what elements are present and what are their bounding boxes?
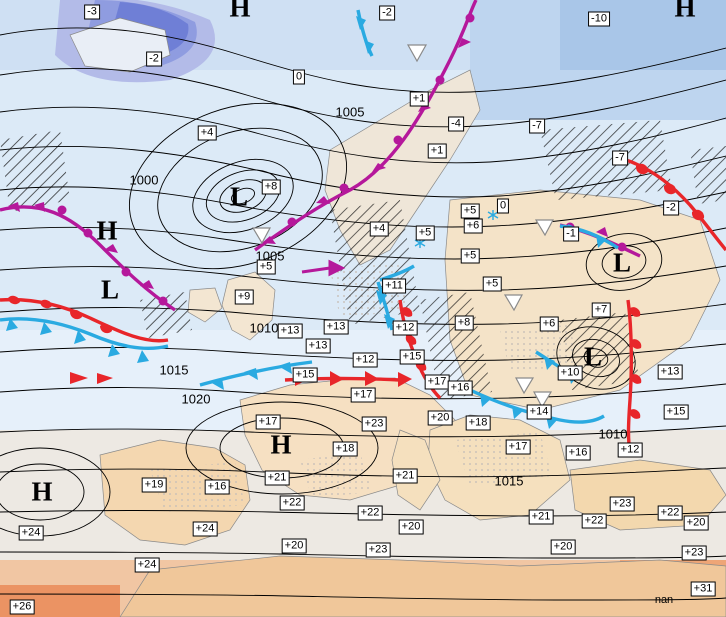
warm-front-symbols <box>8 163 705 419</box>
temperature-label: +23 <box>681 545 707 561</box>
temperature-label: -1 <box>563 226 579 242</box>
temperature-label: +5 <box>415 225 435 241</box>
temperature-label: +19 <box>141 477 167 493</box>
temperature-label: +20 <box>427 410 453 426</box>
temperature-label: +1 <box>409 91 429 107</box>
cold-front <box>0 9 619 429</box>
trough-markers <box>251 44 554 409</box>
temperature-label: +23 <box>365 542 391 558</box>
temperature-label: +5 <box>482 276 502 292</box>
nan-annotation: nan <box>654 594 674 606</box>
temperature-label: +7 <box>591 302 611 318</box>
flow-arrow <box>301 259 346 277</box>
temperature-label: +20 <box>683 515 709 531</box>
temperature-label: +4 <box>197 125 217 141</box>
temperature-label: +13 <box>277 323 303 339</box>
temperature-label: +21 <box>528 509 554 525</box>
temperature-label: -7 <box>529 118 545 134</box>
pressure-centre: H <box>31 476 53 507</box>
temperature-label: +6 <box>539 316 559 332</box>
isobar-label: 1020 <box>181 391 211 407</box>
pressure-centre: L <box>583 341 603 372</box>
temperature-label: -2 <box>146 51 162 67</box>
temperature-label: +22 <box>581 513 607 529</box>
temperature-label: +22 <box>657 505 683 521</box>
temperature-label: +22 <box>279 495 305 511</box>
temperature-label: +20 <box>398 519 424 535</box>
temperature-label: +23 <box>609 496 635 512</box>
temperature-label: -10 <box>588 11 610 27</box>
temperature-label: +20 <box>550 539 576 555</box>
temperature-label: 0 <box>292 69 306 85</box>
temperature-label: +15 <box>663 404 689 420</box>
temperature-label: +5 <box>460 203 480 219</box>
temperature-label: +26 <box>9 599 35 615</box>
temperature-label: +16 <box>565 445 591 461</box>
temperature-label: +11 <box>382 278 406 294</box>
temperature-label: +21 <box>392 468 418 484</box>
temperature-label: -4 <box>448 116 464 132</box>
temperature-label: +21 <box>264 470 290 486</box>
temperature-label: +24 <box>134 557 160 573</box>
isobar-label: 1015 <box>494 473 524 489</box>
temperature-label: 0 <box>496 198 510 214</box>
temperature-label: +17 <box>350 387 376 403</box>
temperature-label: +4 <box>369 221 389 237</box>
pressure-centre: H <box>270 429 292 460</box>
temperature-label: +17 <box>505 439 531 455</box>
isobar-label: 1010 <box>598 426 628 442</box>
temperature-label: +18 <box>332 441 358 457</box>
temperature-label: +17 <box>255 414 281 430</box>
temperature-label: +5 <box>460 248 480 264</box>
temperature-label: +31 <box>690 581 716 597</box>
temperature-label: +22 <box>357 505 383 521</box>
temperature-label: -7 <box>612 150 628 166</box>
temperature-label: +24 <box>192 521 218 537</box>
pressure-centre: H <box>229 0 251 23</box>
isobar-label: 1015 <box>159 362 189 378</box>
temperature-label: -3 <box>84 4 100 20</box>
precipitation-hatching <box>0 120 726 400</box>
temperature-label: +13 <box>657 364 683 380</box>
temperature-label: +9 <box>234 289 254 305</box>
snow-symbols <box>414 210 499 248</box>
temperature-label: +1 <box>427 143 447 159</box>
temperature-label: +15 <box>399 349 425 365</box>
isobar-label: 1010 <box>249 320 279 336</box>
temperature-label: +8 <box>261 179 281 195</box>
temperature-label: -2 <box>663 200 679 216</box>
isobar-label: 1005 <box>335 104 365 120</box>
temperature-label: +12 <box>352 352 378 368</box>
pressure-centre: L <box>100 274 120 305</box>
temperature-label: +18 <box>465 415 491 431</box>
temperature-label: +12 <box>392 320 418 336</box>
temperature-label: +15 <box>292 367 318 383</box>
temperature-label: +17 <box>424 374 450 390</box>
temperature-label: -2 <box>379 5 395 21</box>
temperature-label: +14 <box>526 404 552 420</box>
isobar-label: 1000 <box>129 172 159 188</box>
pressure-centre: L <box>612 247 632 278</box>
pressure-centre: H <box>674 0 696 23</box>
temperature-label: +16 <box>447 380 473 396</box>
temperature-label: +10 <box>557 365 583 381</box>
temperature-label: +13 <box>305 338 331 354</box>
temperature-label: +8 <box>454 315 474 331</box>
temperature-label: +16 <box>204 479 230 495</box>
temperature-label: +23 <box>361 416 387 432</box>
temperature-label: +13 <box>323 319 349 335</box>
pressure-centre: H <box>96 215 118 246</box>
temperature-label: +24 <box>18 525 44 541</box>
temperature-label: +20 <box>281 538 307 554</box>
temperature-label: +5 <box>256 259 276 275</box>
temperature-label: +6 <box>463 218 483 234</box>
pressure-centre: L <box>229 181 249 212</box>
temperature-label: +12 <box>617 442 643 458</box>
